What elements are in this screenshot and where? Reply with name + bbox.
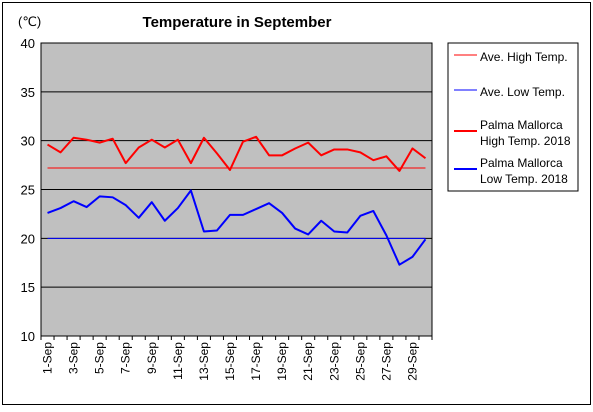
x-tick-label: 11-Sep (171, 342, 185, 380)
legend-label-3: High Temp. 2018 (480, 134, 571, 148)
plot-area: 10 15 20 25 30 35 40 1-Sep 3-Sep 5-Sep 7-Sep 9-Sep 1… (21, 36, 433, 381)
x-tick-label: 25-Sep (353, 342, 367, 381)
x-tick-label: 3-Sep (67, 342, 81, 374)
legend-label-4: Low Temp. 2018 (480, 172, 568, 186)
y-tick-label: 35 (21, 85, 35, 100)
x-tick-label: 27-Sep (379, 342, 393, 381)
chart-title: Temperature in September (143, 14, 332, 31)
legend-box (447, 42, 579, 192)
series-line-4 (47, 189, 427, 266)
legend: Ave. High Temp. Ave. Low Temp. Palma Mallo… (447, 42, 579, 192)
series-line-3 (47, 135, 427, 172)
y-tick-label: 30 (21, 134, 35, 149)
y-unit-label: (℃) (18, 14, 41, 29)
x-tick-label: 23-Sep (327, 342, 341, 381)
y-tick-label: 10 (21, 329, 35, 344)
y-tick-label: 20 (21, 231, 35, 246)
x-tick-label: 21-Sep (301, 342, 315, 381)
x-tick-label: 5-Sep (93, 342, 107, 374)
legend-label-2: Ave. Low Temp. (480, 85, 565, 99)
legend-label-3: Palma Mallorca (480, 118, 563, 132)
x-tick-label: 17-Sep (249, 342, 263, 381)
legend-label-1: Ave. High Temp. (480, 50, 568, 64)
x-tick-label: 29-Sep (405, 342, 419, 381)
x-tick-label: 9-Sep (145, 342, 159, 374)
x-tick-label: 7-Sep (119, 342, 133, 374)
x-tick-label: 1-Sep (41, 342, 55, 374)
y-tick-label: 25 (21, 183, 35, 198)
x-tick-label: 13-Sep (197, 342, 211, 381)
x-tick-label: 15-Sep (223, 342, 237, 381)
legend-label-4: Palma Mallorca (480, 156, 563, 170)
y-tick-label: 40 (21, 36, 35, 51)
y-tick-label: 15 (21, 280, 35, 295)
x-tick-label: 19-Sep (275, 342, 289, 381)
